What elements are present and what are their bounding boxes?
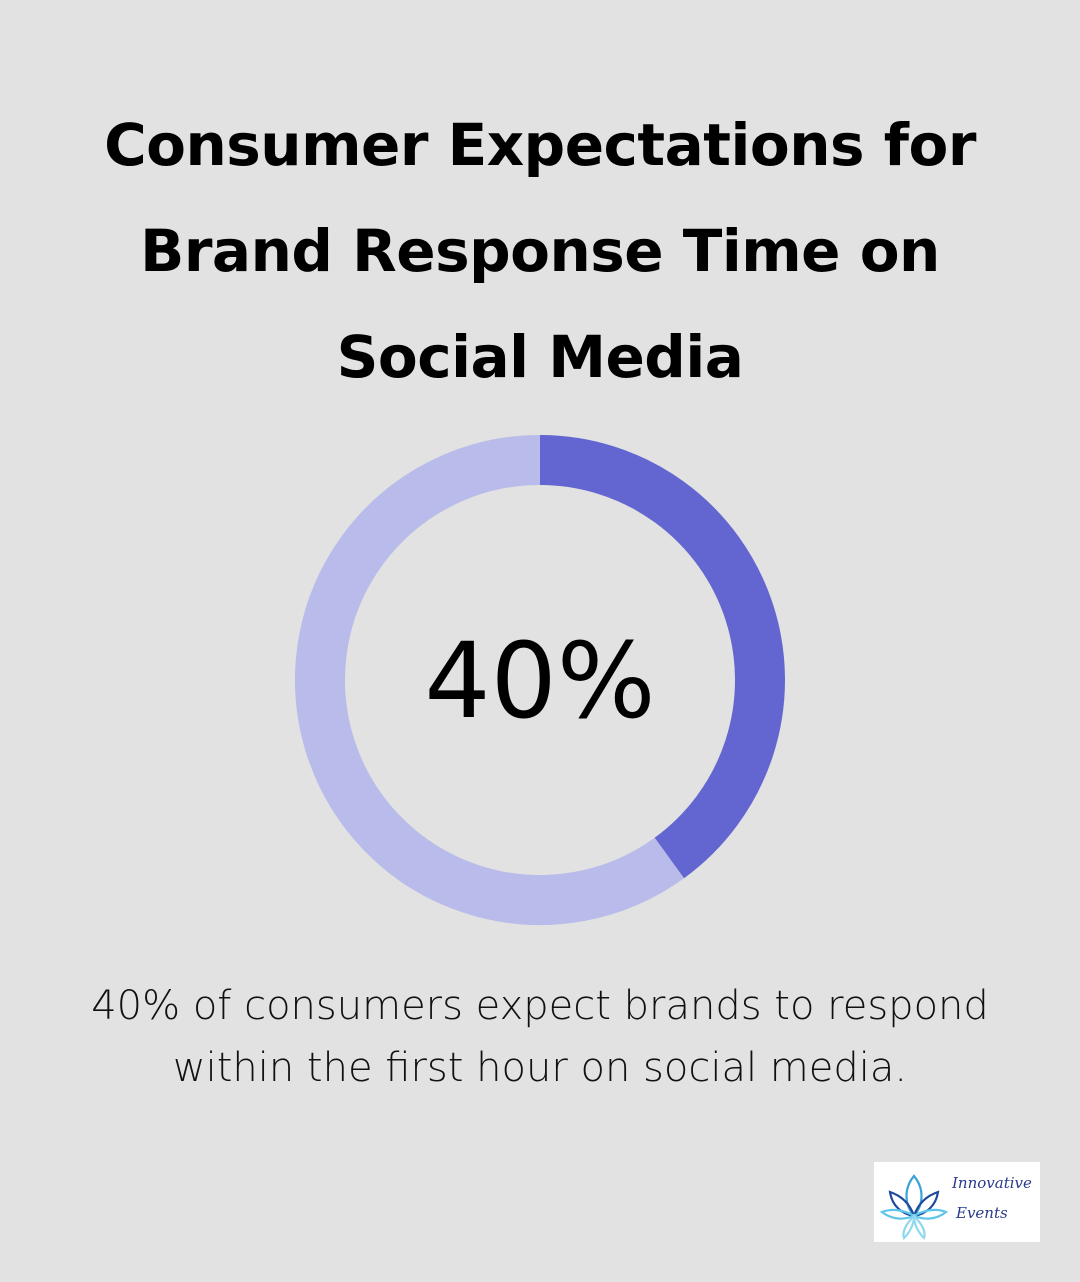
brand-logo: Innovative Events — [874, 1162, 1040, 1242]
donut-chart: 40% — [295, 435, 785, 925]
logo-text-line1: Innovative — [952, 1174, 1032, 1192]
logo-text-line2: Events — [956, 1204, 1008, 1222]
donut-slice-0 — [539, 435, 785, 879]
lotus-flower-icon — [879, 1174, 949, 1241]
chart-title: Consumer Expectations for Brand Response… — [104, 111, 976, 391]
chart-caption: 40% of consumers expect brands to respon… — [91, 983, 989, 1091]
donut-slice-1 — [295, 435, 684, 925]
donut-slices — [295, 435, 785, 925]
center-value-label: 40% — [424, 620, 655, 742]
